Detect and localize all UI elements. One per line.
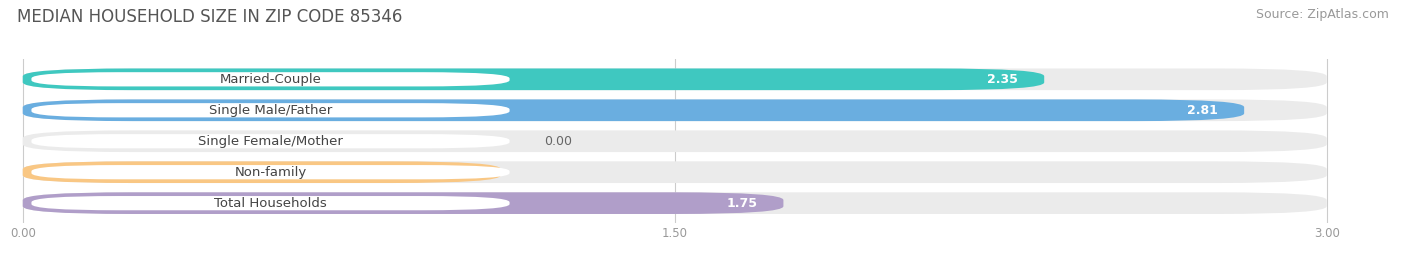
FancyBboxPatch shape — [22, 100, 1327, 121]
Text: 2.35: 2.35 — [987, 73, 1018, 86]
Text: Source: ZipAtlas.com: Source: ZipAtlas.com — [1256, 8, 1389, 21]
Text: Single Male/Father: Single Male/Father — [209, 104, 332, 117]
FancyBboxPatch shape — [22, 161, 501, 183]
Text: Total Households: Total Households — [214, 197, 326, 210]
Text: 1.10: 1.10 — [444, 166, 475, 179]
FancyBboxPatch shape — [31, 165, 509, 179]
Text: 0.00: 0.00 — [544, 135, 572, 148]
FancyBboxPatch shape — [22, 161, 1327, 183]
FancyBboxPatch shape — [22, 69, 1327, 90]
FancyBboxPatch shape — [22, 192, 1327, 214]
FancyBboxPatch shape — [22, 192, 783, 214]
Text: 1.75: 1.75 — [727, 197, 758, 210]
FancyBboxPatch shape — [31, 103, 509, 117]
FancyBboxPatch shape — [22, 100, 1244, 121]
Text: 2.81: 2.81 — [1187, 104, 1218, 117]
Text: MEDIAN HOUSEHOLD SIZE IN ZIP CODE 85346: MEDIAN HOUSEHOLD SIZE IN ZIP CODE 85346 — [17, 8, 402, 26]
FancyBboxPatch shape — [22, 130, 1327, 152]
Text: Married-Couple: Married-Couple — [219, 73, 322, 86]
FancyBboxPatch shape — [22, 69, 1045, 90]
FancyBboxPatch shape — [31, 134, 509, 148]
Text: Non-family: Non-family — [235, 166, 307, 179]
FancyBboxPatch shape — [31, 196, 509, 210]
FancyBboxPatch shape — [31, 72, 509, 86]
Text: Single Female/Mother: Single Female/Mother — [198, 135, 343, 148]
